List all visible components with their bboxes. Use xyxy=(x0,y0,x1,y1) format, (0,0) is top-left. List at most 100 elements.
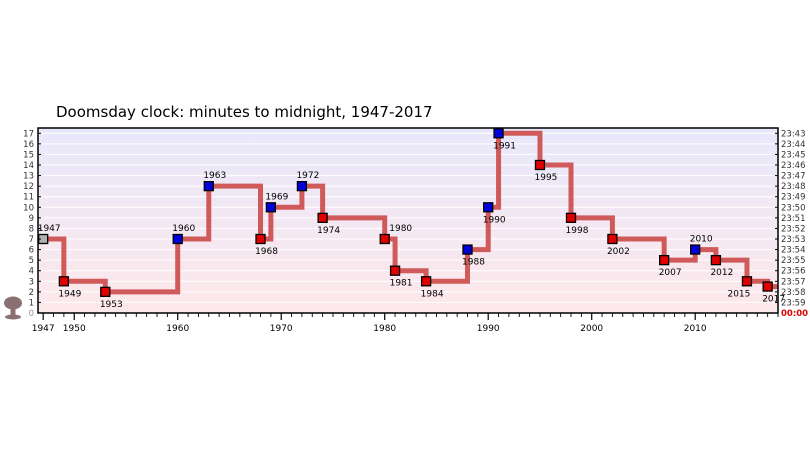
data-marker-1953 xyxy=(100,286,111,298)
data-marker-2015 xyxy=(741,276,753,287)
y-tick-label-right: 23:53 xyxy=(781,235,806,245)
y-tick-label-right: 23:51 xyxy=(781,214,806,224)
y-tick-label-left: 12 xyxy=(23,182,34,192)
y-tick-label-left: 1 xyxy=(29,298,34,308)
y-tick-label-left: 14 xyxy=(23,161,34,171)
data-label-1972: 1972 xyxy=(296,171,319,181)
mushroom-stem xyxy=(10,305,16,315)
data-marker-2007 xyxy=(659,254,670,266)
y-tick-label-right: 23:50 xyxy=(781,203,806,213)
data-label-1995: 1995 xyxy=(535,173,558,183)
x-tick-label: 1990 xyxy=(477,324,500,334)
y-tick-label-left: 6 xyxy=(29,246,34,256)
mushroom-cloud-icon xyxy=(4,296,22,320)
y-tick-label-right: 23:54 xyxy=(781,246,806,256)
data-label-layer: 1947 1949 1953 1960 1963 1968 1969 1972 1974 1980… xyxy=(38,141,785,310)
data-label-2010: 2010 xyxy=(690,235,713,245)
data-label-1984: 1984 xyxy=(421,289,444,299)
y-tick-label-left: 8 xyxy=(29,224,34,234)
data-label-2012: 2012 xyxy=(710,268,733,278)
y-tick-label-right: 23:57 xyxy=(781,277,806,287)
y-tick-label-right: 23:46 xyxy=(781,161,806,171)
y-tick-label-right: 23:59 xyxy=(781,298,806,308)
y-tick-label-right: 23:44 xyxy=(781,140,806,150)
y-tick-label-right: 23:48 xyxy=(781,182,806,192)
y-tick-label-right: 00:00 xyxy=(781,309,808,319)
step-line xyxy=(43,130,778,295)
y-tick-label-right: 23:58 xyxy=(781,288,806,298)
data-marker-1972 xyxy=(296,180,308,192)
data-label-1980: 1980 xyxy=(389,224,412,234)
data-label-1991: 1991 xyxy=(493,141,516,151)
data-marker-1990 xyxy=(483,202,494,213)
data-marker-1949 xyxy=(58,276,70,287)
data-marker-1991 xyxy=(493,128,504,139)
data-marker-1963 xyxy=(203,180,214,192)
data-marker-1974 xyxy=(317,212,328,224)
y-tick-label-left: 9 xyxy=(29,214,34,224)
data-marker-1988 xyxy=(462,244,473,255)
data-label-1988: 1988 xyxy=(462,258,485,268)
y-tick-label-right: 23:43 xyxy=(781,129,806,139)
y-tick-label-right: 23:56 xyxy=(781,267,806,277)
data-marker-1984 xyxy=(420,276,432,287)
x-tick-label: 1980 xyxy=(373,324,396,334)
data-label-2015: 2015 xyxy=(727,289,750,299)
y-tick-label-left: 4 xyxy=(29,267,34,277)
data-label-1963: 1963 xyxy=(203,171,226,181)
y-tick-label-left: 11 xyxy=(23,193,34,203)
x-tick-label: 2000 xyxy=(580,324,603,334)
data-label-1947: 1947 xyxy=(38,224,61,234)
data-marker-2010 xyxy=(690,244,701,255)
x-tick-label: 1960 xyxy=(166,324,189,334)
data-marker-2002 xyxy=(607,233,618,245)
data-marker-1968 xyxy=(255,233,266,245)
data-label-1953: 1953 xyxy=(100,300,123,310)
y-tick-label-left: 7 xyxy=(29,235,34,245)
step-line-layer xyxy=(43,130,778,295)
data-label-1960: 1960 xyxy=(172,224,195,234)
y-tick-label-right: 23:49 xyxy=(781,193,806,203)
y-tick-label-right: 23:52 xyxy=(781,224,806,234)
data-label-1974: 1974 xyxy=(317,226,340,236)
data-label-1998: 1998 xyxy=(566,226,589,236)
mushroom-base xyxy=(5,314,21,320)
data-marker-1980 xyxy=(379,233,390,245)
data-label-1981: 1981 xyxy=(390,279,413,289)
x-tick-label: 1947 xyxy=(32,324,55,334)
data-marker-1995 xyxy=(534,159,546,171)
x-tick-label: 1970 xyxy=(270,324,293,334)
y-tick-label-left: 13 xyxy=(23,172,34,182)
data-label-1990: 1990 xyxy=(483,215,506,225)
x-tick-label: 1950 xyxy=(63,324,86,334)
data-marker-1969 xyxy=(265,202,277,213)
data-label-2007: 2007 xyxy=(659,268,682,278)
data-marker-2012 xyxy=(710,254,722,266)
marker-layer xyxy=(38,128,773,298)
y-tick-label-left: 3 xyxy=(29,277,34,287)
data-label-1968: 1968 xyxy=(255,247,278,257)
y-tick-label-left: 0 xyxy=(29,309,34,319)
data-marker-1981 xyxy=(389,265,401,276)
chart-title: Doomsday clock: minutes to midnight, 194… xyxy=(56,103,433,121)
data-label-2002: 2002 xyxy=(607,247,630,257)
data-label-1969: 1969 xyxy=(265,192,288,202)
y-tick-label-right: 23:45 xyxy=(781,150,806,160)
x-tick-label: 2010 xyxy=(684,324,707,334)
y-tick-label-left: 16 xyxy=(23,140,34,150)
data-label-2017: 2017 xyxy=(762,295,785,305)
y-tick-label-left: 2 xyxy=(29,288,34,298)
y-tick-label-right: 23:47 xyxy=(781,172,806,182)
y-tick-label-left: 15 xyxy=(23,150,34,160)
y-tick-label-left: 5 xyxy=(29,256,34,266)
plot-frame xyxy=(37,127,779,314)
y-tick-label-left: 17 xyxy=(23,129,34,139)
data-marker-1998 xyxy=(565,212,577,224)
axis-layer: 0123456789101112131415161700:0023:5923:5… xyxy=(23,129,808,334)
data-label-1949: 1949 xyxy=(58,289,81,299)
y-tick-label-right: 23:55 xyxy=(781,256,806,266)
data-marker-2017 xyxy=(762,281,773,292)
data-marker-1960 xyxy=(172,233,183,245)
y-tick-label-left: 10 xyxy=(23,203,34,213)
